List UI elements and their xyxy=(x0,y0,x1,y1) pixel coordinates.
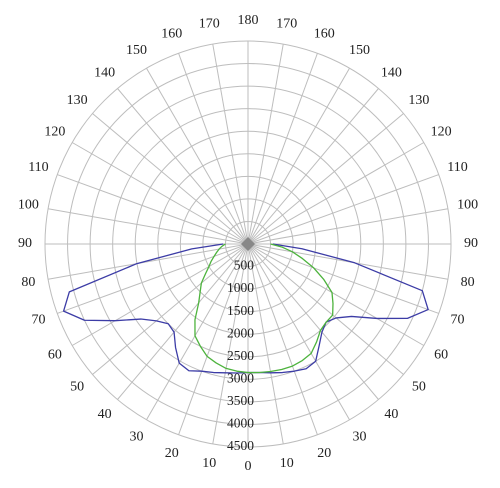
spoke xyxy=(92,113,249,245)
theta-tick-label: 10 xyxy=(202,456,216,471)
theta-tick-label: 140 xyxy=(381,65,402,80)
spoke xyxy=(57,174,249,245)
spoke xyxy=(247,243,284,445)
spoke xyxy=(247,243,379,400)
spoke xyxy=(47,243,249,280)
theta-tick-label: 140 xyxy=(94,65,115,80)
r-tick-label: 1000 xyxy=(227,280,254,295)
theta-tick-label: 110 xyxy=(447,160,467,175)
spoke xyxy=(212,43,249,245)
r-tick-label: 3000 xyxy=(227,370,254,385)
r-tick-label: 500 xyxy=(234,258,255,273)
theta-tick-label: 130 xyxy=(408,93,429,108)
r-tick-label: 2000 xyxy=(227,325,254,340)
theta-tick-label: 160 xyxy=(161,27,182,42)
theta-tick-label: 170 xyxy=(199,17,220,32)
spoke xyxy=(247,243,404,375)
theta-tick-label: 70 xyxy=(451,312,465,327)
theta-tick-label: 150 xyxy=(126,43,147,58)
theta-tick-label: 160 xyxy=(314,27,335,42)
theta-tick-label: 110 xyxy=(28,160,48,175)
spoke xyxy=(247,142,425,245)
r-tick-label: 4000 xyxy=(227,416,254,431)
spoke xyxy=(247,243,318,435)
theta-tick-label: 30 xyxy=(130,429,144,444)
spoke xyxy=(146,243,249,421)
spoke xyxy=(247,43,284,245)
theta-tick-label: 30 xyxy=(353,429,367,444)
theta-tick-label: 90 xyxy=(464,236,478,251)
spoke xyxy=(92,243,249,375)
spoke xyxy=(247,113,404,245)
spoke xyxy=(212,243,249,445)
spoke xyxy=(178,53,249,245)
theta-tick-label: 60 xyxy=(434,348,448,363)
theta-tick-label: 100 xyxy=(18,197,39,212)
theta-tick-label: 90 xyxy=(18,236,32,251)
spoke xyxy=(247,243,425,346)
spoke xyxy=(71,142,249,245)
theta-tick-label: 120 xyxy=(431,125,452,140)
theta-tick-label: 180 xyxy=(238,13,259,28)
theta-tick-label: 150 xyxy=(349,43,370,58)
r-tick-label: 1500 xyxy=(227,303,254,318)
center-marker xyxy=(241,237,255,251)
spoke xyxy=(247,53,318,245)
theta-tick-label: 80 xyxy=(21,275,35,290)
spoke xyxy=(247,243,439,314)
spoke xyxy=(247,174,439,245)
spoke xyxy=(247,88,379,245)
theta-tick-label: 40 xyxy=(98,407,112,422)
spoke xyxy=(117,243,249,400)
r-tick-label: 2500 xyxy=(227,348,254,363)
theta-tick-label: 80 xyxy=(461,275,475,290)
theta-tick-label: 50 xyxy=(70,380,84,395)
spoke xyxy=(57,243,249,314)
theta-tick-label: 50 xyxy=(412,380,426,395)
theta-tick-label: 0 xyxy=(245,459,252,474)
spoke xyxy=(247,243,350,421)
theta-tick-label: 20 xyxy=(317,446,331,461)
theta-tick-label: 40 xyxy=(384,407,398,422)
spoke xyxy=(247,67,350,245)
theta-tick-label: 20 xyxy=(165,446,179,461)
spoke xyxy=(146,67,249,245)
theta-tick-label: 120 xyxy=(44,125,65,140)
spoke xyxy=(47,208,249,245)
theta-tick-label: 70 xyxy=(31,312,45,327)
theta-tick-label: 10 xyxy=(280,456,294,471)
theta-tick-label: 170 xyxy=(276,17,297,32)
spoke xyxy=(117,88,249,245)
r-tick-label: 4500 xyxy=(227,438,254,453)
theta-tick-label: 130 xyxy=(67,93,88,108)
grid xyxy=(44,40,452,448)
spoke xyxy=(71,243,249,346)
curves xyxy=(62,243,429,374)
intensity-curve xyxy=(194,243,334,374)
spoke xyxy=(247,208,449,245)
labels: 500 1000 1500 2000 2500 3000 3500 4000 4500 0 10 10… xyxy=(18,13,478,474)
r-tick-label: 3500 xyxy=(227,393,254,408)
theta-tick-label: 100 xyxy=(457,197,478,212)
theta-tick-label: 60 xyxy=(48,348,62,363)
spoke xyxy=(178,243,249,435)
